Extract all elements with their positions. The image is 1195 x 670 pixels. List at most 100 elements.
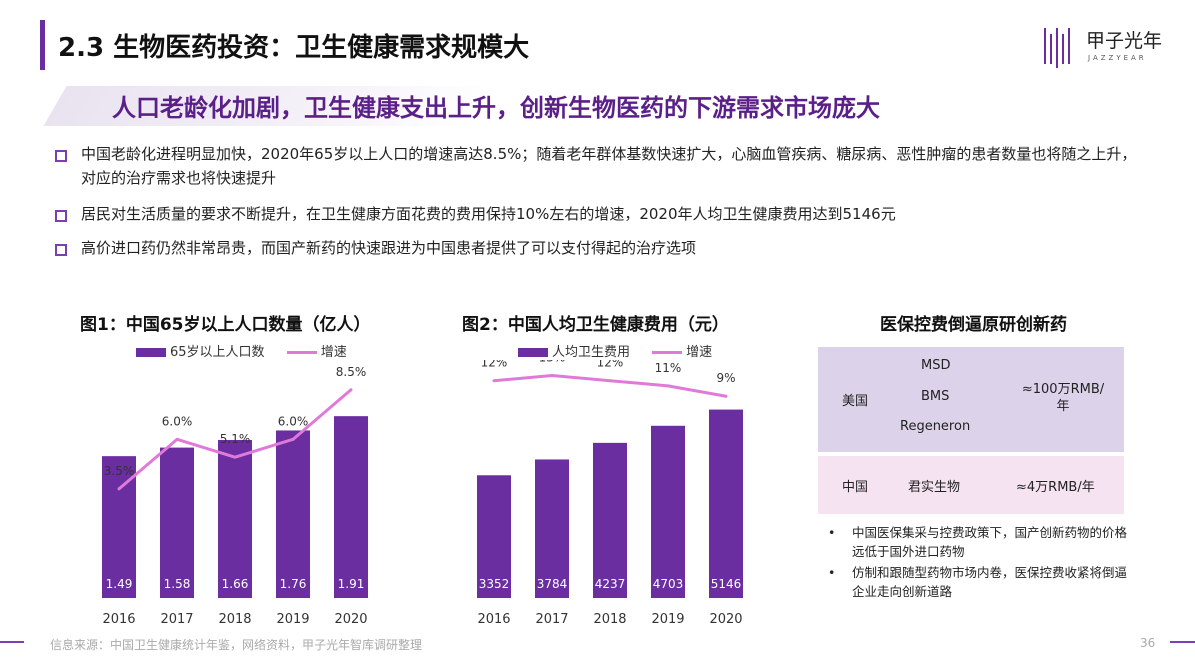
growth-label: 12% — [481, 360, 508, 370]
legend-label: 增速 — [686, 345, 713, 360]
bar-2019 — [276, 430, 310, 598]
chart2-title: 图2：中国人均卫生健康费用（元） — [462, 315, 729, 335]
logo-subtext: JAZZYEAR — [1088, 54, 1147, 62]
note-text: 中国医保集采与控费政策下，国产创新药物的价格远低于国外进口药物 — [852, 525, 1128, 559]
dot-bullet-icon: • — [828, 525, 836, 540]
table-row-us: 美国 MSD BMS Regeneron ≈100万RMB/年 — [818, 347, 1124, 452]
bar-value-label: 1.49 — [106, 577, 133, 591]
growth-point — [666, 384, 670, 388]
growth-point — [550, 374, 554, 378]
dot-bullet-icon: • — [828, 565, 836, 580]
notes-list: • 中国医保集采与控费政策下，国产创新药物的价格远低于国外进口药物 • 仿制和跟… — [828, 523, 1128, 603]
legend-line-swatch — [286, 351, 317, 354]
note-item: • 仿制和跟随型药物市场内卷，医保控费收紧将倒逼企业走向创新道路 — [828, 563, 1128, 601]
growth-point — [608, 379, 612, 383]
bullet-text: 中国老龄化进程明显加快，2020年65岁以上人口的增速高达8.5%；随着老年群体… — [81, 145, 1137, 187]
legend-bar-swatch — [136, 348, 166, 357]
square-bullet-icon — [55, 210, 67, 222]
growth-label: 6.0% — [162, 414, 193, 428]
bar-value-label: 5146 — [711, 577, 742, 591]
company-cell: MSD — [921, 358, 951, 373]
growth-point — [117, 487, 121, 491]
title-accent-bar — [40, 20, 45, 70]
growth-line — [493, 374, 727, 398]
bar-2017 — [160, 447, 194, 598]
bar-value-label: 1.91 — [338, 577, 365, 591]
bar-2017 — [535, 459, 569, 598]
bar-value-label: 1.76 — [280, 577, 307, 591]
footer-line — [0, 641, 24, 643]
growth-point — [175, 437, 179, 441]
company-cell: Regeneron — [900, 419, 971, 434]
chart2-plot: 3352 2016 3784 2017 4237 2018 4703 2019 5146 2020… — [477, 360, 743, 627]
growth-point — [233, 455, 237, 459]
company-cell: 君实生物 — [908, 480, 961, 495]
source-note: 信息来源：中国卫生健康统计年鉴，网络资料，甲子光年智库调研整理 — [50, 638, 423, 652]
bar-value-label: 3352 — [479, 577, 510, 591]
x-tick-label: 2017 — [535, 612, 568, 627]
growth-label: 8.5% — [336, 365, 367, 379]
logo: 甲子光年 JAZZYEAR — [1042, 24, 1172, 72]
bar-value-label: 1.66 — [222, 577, 249, 591]
bar-2018 — [218, 439, 252, 598]
country-cell: 美国 — [842, 394, 869, 409]
bar-2016 — [477, 475, 511, 598]
chart2-legend: 人均卫生费用 增速 — [518, 341, 712, 360]
logo-mark-icon — [1044, 28, 1070, 68]
legend-line-swatch — [652, 351, 683, 354]
x-tick-label: 2019 — [276, 612, 309, 627]
bar-value-label: 4703 — [653, 577, 684, 591]
growth-point — [291, 437, 295, 441]
growth-label: 13% — [539, 360, 566, 365]
x-tick-label: 2016 — [102, 612, 135, 627]
note-item: • 中国医保集采与控费政策下，国产创新药物的价格远低于国外进口药物 — [828, 523, 1128, 561]
country-cell: 中国 — [842, 480, 869, 495]
price-cell: ≈100万RMB/年 — [1021, 382, 1105, 414]
x-tick-label: 2019 — [651, 612, 684, 627]
growth-label: 3.5% — [104, 464, 135, 478]
price-cell: ≈4万RMB/年 — [1016, 480, 1095, 495]
chart1-plot: 1.49 2016 1.58 2017 1.66 2018 1.76 2019 1.91 2020… — [102, 365, 368, 627]
square-bullet-icon — [55, 244, 67, 256]
chart1-legend: 65岁以上人口数 增速 — [136, 341, 347, 360]
footer-line — [1170, 641, 1195, 643]
x-tick-label: 2018 — [593, 612, 626, 627]
legend-label: 人均卫生费用 — [552, 345, 631, 360]
growth-point — [349, 388, 353, 392]
company-cell: BMS — [921, 389, 950, 404]
growth-label: 6.0% — [278, 414, 309, 428]
bullet-text: 居民对生活质量的要求不断提升，在卫生健康方面花费的费用保持10%左右的增速，20… — [81, 205, 896, 223]
bullet-text: 高价进口药仍然非常昂贵，而国产新药的快速跟进为中国患者提供了可以支付得起的治疗选… — [81, 239, 697, 257]
growth-label: 11% — [655, 361, 682, 375]
x-tick-label: 2016 — [477, 612, 510, 627]
bullet-item: 高价进口药仍然非常昂贵，而国产新药的快速跟进为中国患者提供了可以支付得起的治疗选… — [55, 236, 1145, 260]
x-tick-label: 2020 — [334, 612, 367, 627]
x-tick-label: 2017 — [160, 612, 193, 627]
bullet-item: 居民对生活质量的要求不断提升，在卫生健康方面花费的费用保持10%左右的增速，20… — [55, 202, 1145, 226]
growth-label: 5.1% — [220, 432, 251, 446]
chart1-title: 图1：中国65岁以上人口数量（亿人） — [80, 315, 371, 335]
bar-value-label: 4237 — [595, 577, 626, 591]
legend-label: 65岁以上人口数 — [170, 345, 265, 360]
table-row-cn: 中国 君实生物 ≈4万RMB/年 — [818, 456, 1124, 514]
legend-label: 增速 — [320, 345, 347, 360]
table-title: 医保控费倒逼原研创新药 — [880, 315, 1067, 335]
bullet-item: 中国老龄化进程明显加快，2020年65岁以上人口的增速高达8.5%；随着老年群体… — [55, 142, 1145, 190]
growth-label: 12% — [597, 360, 624, 370]
bar-2018 — [593, 442, 627, 598]
bar-2020 — [334, 416, 368, 598]
logo-text: 甲子光年 — [1086, 30, 1163, 52]
growth-label: 9% — [716, 371, 735, 385]
bar-2019 — [651, 425, 685, 598]
page-title: 2.3 生物医药投资：卫生健康需求规模大 — [58, 33, 530, 63]
legend-bar-swatch — [518, 348, 548, 357]
page-number: 36 — [1140, 636, 1156, 650]
note-text: 仿制和跟随型药物市场内卷，医保控费收紧将倒逼企业走向创新道路 — [852, 565, 1128, 599]
bar-2020 — [709, 409, 743, 598]
growth-point — [724, 394, 728, 398]
square-bullet-icon — [55, 150, 67, 162]
bar-value-label: 3784 — [537, 577, 568, 591]
x-tick-label: 2018 — [218, 612, 251, 627]
x-tick-label: 2020 — [709, 612, 742, 627]
subtitle: 人口老龄化加剧，卫生健康支出上升，创新生物医药的下游需求市场庞大 — [112, 94, 880, 122]
